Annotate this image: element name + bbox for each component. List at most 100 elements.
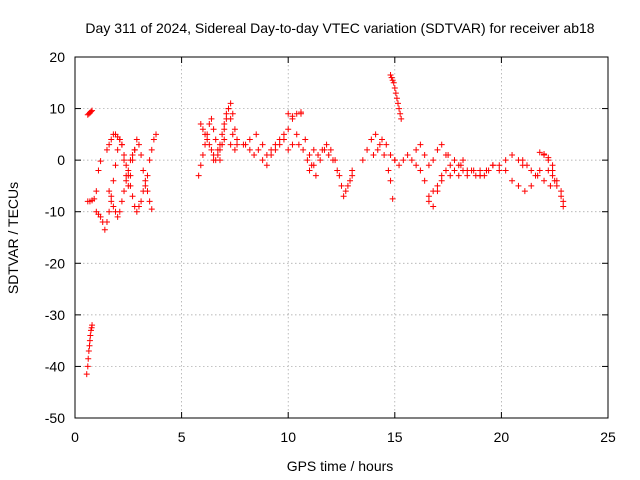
- data-point: [325, 151, 332, 158]
- data-point: [199, 126, 206, 133]
- data-point: [114, 146, 121, 153]
- data-point: [312, 172, 319, 179]
- data-point: [300, 146, 307, 153]
- series-seg-1.5-3.5: [103, 131, 155, 215]
- data-point: [87, 108, 94, 115]
- data-point: [368, 136, 375, 143]
- data-point: [148, 146, 155, 153]
- data-point: [114, 213, 121, 220]
- data-point: [259, 157, 266, 164]
- data-point: [106, 188, 113, 195]
- data-point: [86, 342, 93, 349]
- x-tick-label: 25: [600, 429, 616, 445]
- data-point: [310, 146, 317, 153]
- data-point: [293, 131, 300, 138]
- data-point: [112, 162, 119, 169]
- y-tick-label: -40: [45, 358, 65, 374]
- data-point: [327, 146, 334, 153]
- data-point: [385, 167, 392, 174]
- data-point: [388, 74, 395, 81]
- data-point: [451, 157, 458, 164]
- data-point: [319, 146, 326, 153]
- data-point: [438, 141, 445, 148]
- data-point: [477, 172, 484, 179]
- data-point: [251, 151, 258, 158]
- data-point: [135, 203, 142, 210]
- data-point: [336, 172, 343, 179]
- data-point: [106, 208, 113, 215]
- data-point: [140, 167, 147, 174]
- data-point: [502, 157, 509, 164]
- data-point: [547, 182, 554, 189]
- series-seg-10.0-11.2: [285, 109, 317, 158]
- data-point: [342, 188, 349, 195]
- data-point: [89, 107, 96, 114]
- series-seg-1.6-2.8: [106, 146, 138, 220]
- data-point: [323, 141, 330, 148]
- data-point: [370, 151, 377, 158]
- data-point: [121, 157, 128, 164]
- data-point: [397, 110, 404, 117]
- data-points: [83, 72, 567, 378]
- data-point: [285, 126, 292, 133]
- data-point: [536, 167, 543, 174]
- data-point: [150, 136, 157, 143]
- data-point: [125, 172, 132, 179]
- data-point: [210, 157, 217, 164]
- data-point: [135, 141, 142, 148]
- data-point: [502, 167, 509, 174]
- data-point: [344, 182, 351, 189]
- data-point: [116, 208, 123, 215]
- data-point: [206, 121, 213, 128]
- data-point: [447, 172, 454, 179]
- data-point: [470, 167, 477, 174]
- data-point: [394, 100, 401, 107]
- x-axis-label: GPS time / hours: [287, 458, 394, 474]
- data-point: [87, 327, 94, 334]
- data-point: [202, 131, 209, 138]
- data-point: [528, 167, 535, 174]
- data-point: [129, 193, 136, 200]
- data-point: [253, 131, 260, 138]
- data-point: [334, 167, 341, 174]
- data-point: [464, 172, 471, 179]
- data-point: [131, 146, 138, 153]
- data-point: [146, 198, 153, 205]
- data-point: [376, 141, 383, 148]
- data-point: [110, 203, 117, 210]
- data-point: [553, 182, 560, 189]
- data-point: [532, 172, 539, 179]
- data-point: [242, 141, 249, 148]
- data-point: [536, 149, 543, 156]
- data-point: [223, 110, 230, 117]
- series-seg-15.0-17.2: [391, 151, 445, 210]
- data-point: [138, 151, 145, 158]
- data-point: [123, 162, 130, 169]
- series-seg-14.0-15.0: [370, 136, 398, 164]
- chart-title: Day 311 of 2024, Sidereal Day-to-day VTE…: [85, 20, 594, 36]
- data-point: [464, 167, 471, 174]
- data-point: [389, 195, 396, 202]
- data-point: [391, 84, 398, 91]
- data-point: [133, 136, 140, 143]
- data-point: [259, 141, 266, 148]
- data-point: [129, 151, 136, 158]
- data-point: [231, 146, 238, 153]
- grid: [75, 57, 608, 418]
- data-point: [379, 136, 386, 143]
- data-point: [285, 146, 292, 153]
- data-point: [541, 150, 548, 157]
- data-point: [413, 146, 420, 153]
- data-point: [123, 177, 130, 184]
- data-point: [392, 90, 399, 97]
- data-point: [389, 77, 396, 84]
- data-point: [315, 151, 322, 158]
- data-point: [116, 136, 123, 143]
- data-point: [125, 167, 132, 174]
- series-upper-cluster-early: [84, 107, 96, 118]
- data-point: [84, 363, 91, 370]
- data-point: [91, 195, 98, 202]
- data-point: [103, 219, 110, 226]
- data-point: [455, 172, 462, 179]
- data-point: [89, 322, 96, 329]
